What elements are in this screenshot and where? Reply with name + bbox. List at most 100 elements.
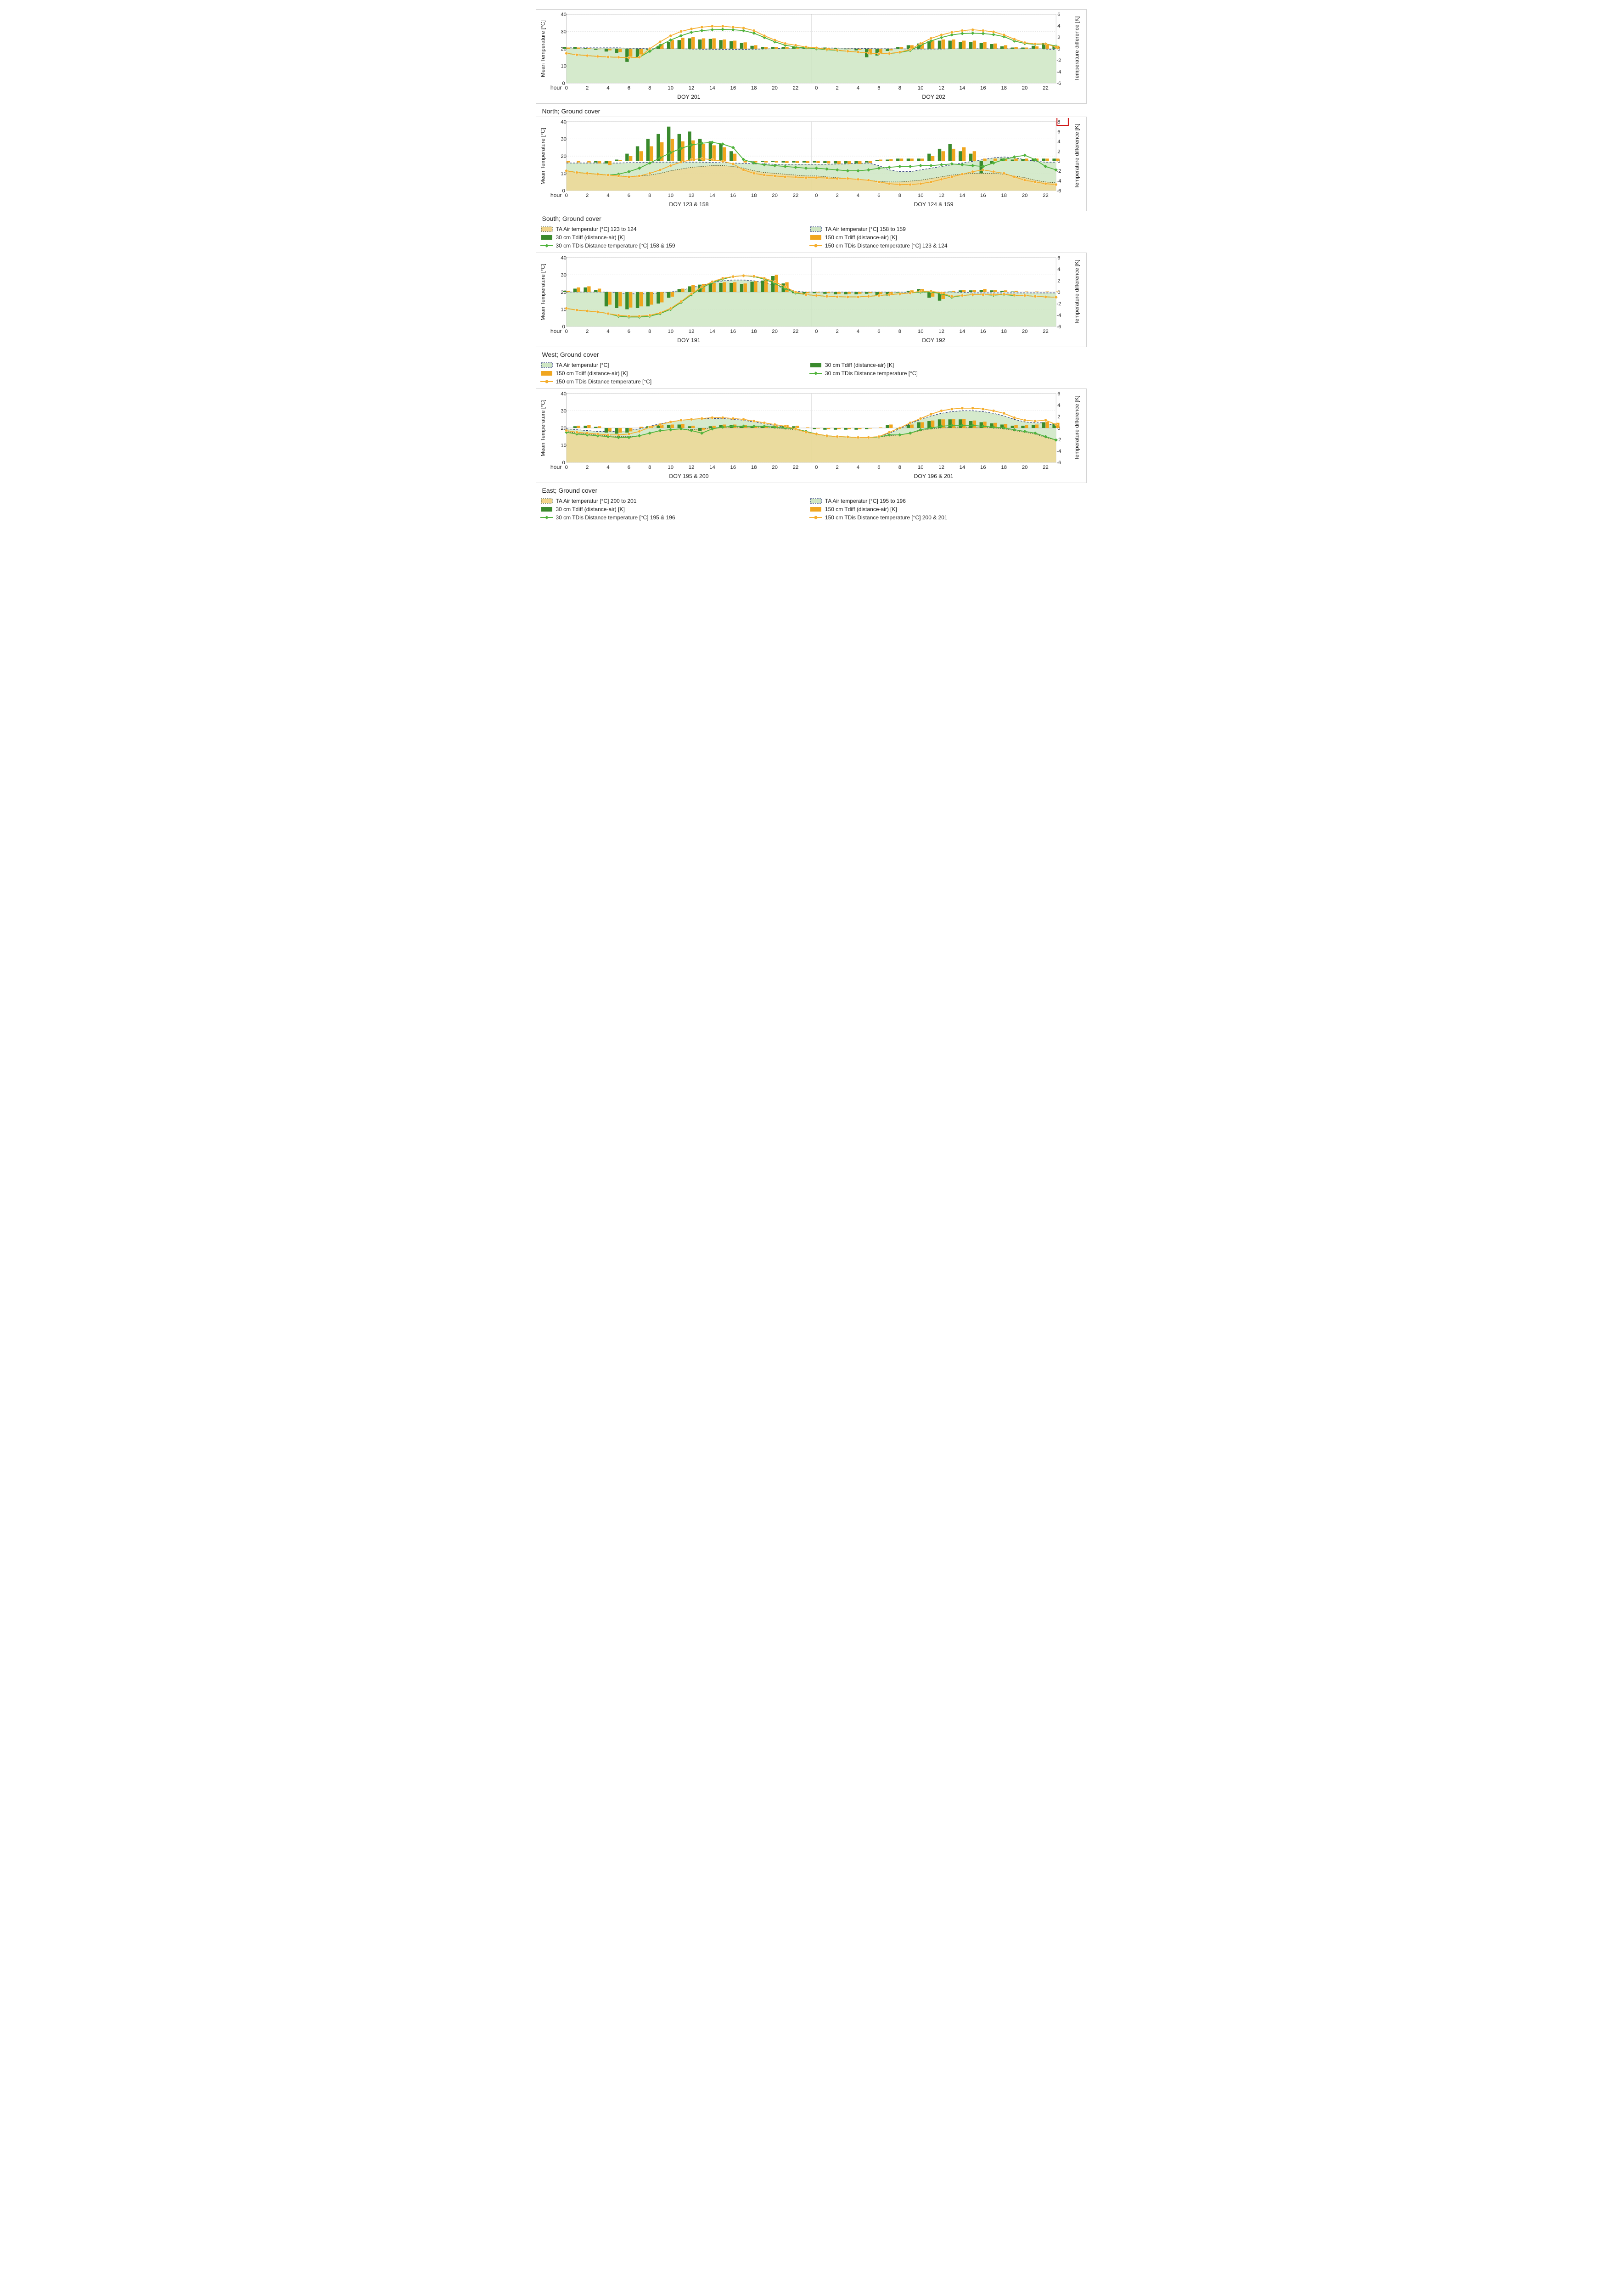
svg-text:Mean Temperature [°C]: Mean Temperature [°C] <box>539 20 546 77</box>
svg-text:20: 20 <box>1021 85 1027 91</box>
legend-item: 30 cm TDis Distance temperature [°C] 195… <box>540 514 800 521</box>
legend-item: 150 cm Tdiff (distance-air) [K] <box>809 506 1069 512</box>
svg-text:-2: -2 <box>1056 301 1061 307</box>
svg-text:8: 8 <box>648 85 651 91</box>
svg-text:4: 4 <box>1057 403 1060 408</box>
svg-text:8: 8 <box>898 193 901 198</box>
svg-text:-2: -2 <box>1056 58 1061 63</box>
legend-item: 150 cm Tdiff (distance-air) [K] <box>540 370 800 377</box>
svg-text:Mean Temperature [°C]: Mean Temperature [°C] <box>539 400 546 456</box>
svg-text:14: 14 <box>959 193 965 198</box>
svg-text:-6: -6 <box>1056 460 1061 466</box>
svg-text:10: 10 <box>668 465 673 470</box>
svg-text:2: 2 <box>586 85 589 91</box>
svg-text:16: 16 <box>730 193 736 198</box>
svg-text:6: 6 <box>627 465 630 470</box>
svg-text:8: 8 <box>898 465 901 470</box>
svg-text:2: 2 <box>586 329 589 334</box>
svg-text:18: 18 <box>751 193 757 198</box>
svg-text:18: 18 <box>751 329 757 334</box>
svg-text:6: 6 <box>877 465 880 470</box>
svg-text:8: 8 <box>898 329 901 334</box>
svg-text:hour: hour <box>550 464 561 470</box>
legend-south: TA Air temperatur [°C] 123 to 124TA Air … <box>536 224 1087 253</box>
svg-text:10: 10 <box>668 85 673 91</box>
svg-text:6: 6 <box>627 85 630 91</box>
legend-west: TA Air temperatur [°C]30 cm Tdiff (dista… <box>536 360 1087 388</box>
svg-text:DOY 195 & 200: DOY 195 & 200 <box>669 473 708 479</box>
svg-text:8: 8 <box>898 85 901 91</box>
svg-text:2: 2 <box>1057 414 1060 420</box>
legend-item: 30 cm Tdiff (distance-air) [K] <box>540 234 800 241</box>
svg-text:-4: -4 <box>1056 179 1061 184</box>
svg-text:6: 6 <box>877 329 880 334</box>
legend-label: 150 cm TDis Distance temperature [°C] 12… <box>825 242 948 249</box>
svg-text:16: 16 <box>980 193 986 198</box>
svg-text:20: 20 <box>1021 465 1027 470</box>
svg-text:DOY 124 & 159: DOY 124 & 159 <box>914 201 953 208</box>
svg-text:8: 8 <box>648 193 651 198</box>
chart-svg-west: 010203040-6-4-202460246810121416182022DO… <box>537 254 1085 346</box>
svg-text:8: 8 <box>1057 119 1060 125</box>
svg-text:30: 30 <box>561 273 567 278</box>
svg-text:22: 22 <box>1043 193 1049 198</box>
svg-text:2: 2 <box>1057 278 1060 284</box>
svg-text:14: 14 <box>709 85 715 91</box>
legend-item: 30 cm TDis Distance temperature [°C] <box>809 370 1069 377</box>
svg-text:18: 18 <box>751 465 757 470</box>
svg-text:DOY 196 & 201: DOY 196 & 201 <box>914 473 953 479</box>
legend-item: TA Air temperatur [°C] 123 to 124 <box>540 226 800 232</box>
svg-text:Temperature difference [K]: Temperature difference [K] <box>1073 396 1080 461</box>
svg-text:4: 4 <box>856 465 859 470</box>
svg-text:22: 22 <box>792 465 798 470</box>
svg-text:22: 22 <box>792 329 798 334</box>
svg-text:-6: -6 <box>1056 81 1061 86</box>
svg-text:4: 4 <box>856 329 859 334</box>
svg-text:22: 22 <box>1043 85 1049 91</box>
svg-text:0: 0 <box>815 193 818 198</box>
svg-text:4: 4 <box>856 193 859 198</box>
svg-text:12: 12 <box>938 85 944 91</box>
title-east: East; Ground cover <box>542 487 1087 494</box>
svg-text:-6: -6 <box>1056 324 1061 330</box>
svg-text:10: 10 <box>917 85 923 91</box>
svg-text:0: 0 <box>565 329 567 334</box>
legend-label: TA Air temperatur [°C] 200 to 201 <box>556 498 637 504</box>
svg-text:10: 10 <box>917 193 923 198</box>
svg-text:4: 4 <box>606 85 609 91</box>
svg-text:6: 6 <box>877 85 880 91</box>
svg-text:10: 10 <box>668 329 673 334</box>
legend-item: TA Air temperatur [°C] 200 to 201 <box>540 498 800 504</box>
svg-text:2: 2 <box>1057 35 1060 40</box>
svg-text:18: 18 <box>751 85 757 91</box>
svg-text:22: 22 <box>1043 465 1049 470</box>
svg-text:-4: -4 <box>1056 69 1061 75</box>
svg-text:4: 4 <box>856 85 859 91</box>
svg-text:10: 10 <box>668 193 673 198</box>
svg-text:4: 4 <box>1057 139 1060 145</box>
svg-text:14: 14 <box>959 329 965 334</box>
svg-text:DOY 192: DOY 192 <box>922 337 945 343</box>
svg-text:30: 30 <box>561 409 567 414</box>
svg-text:2: 2 <box>1057 149 1060 154</box>
svg-text:2: 2 <box>836 193 838 198</box>
svg-text:30: 30 <box>561 29 567 35</box>
svg-text:20: 20 <box>772 465 778 470</box>
svg-text:12: 12 <box>688 329 694 334</box>
legend-label: 150 cm Tdiff (distance-air) [K] <box>556 370 628 377</box>
panel-west: 010203040-6-4-202460246810121416182022DO… <box>536 253 1087 347</box>
svg-text:-4: -4 <box>1056 313 1061 318</box>
svg-text:16: 16 <box>730 465 736 470</box>
chart-east: 010203040-6-4-202460246810121416182022DO… <box>537 390 1085 482</box>
svg-text:16: 16 <box>980 465 986 470</box>
legend-label: 30 cm Tdiff (distance-air) [K] <box>556 506 625 512</box>
svg-text:10: 10 <box>917 329 923 334</box>
svg-text:DOY 191: DOY 191 <box>677 337 701 343</box>
svg-text:18: 18 <box>1001 193 1007 198</box>
svg-text:2: 2 <box>586 193 589 198</box>
svg-text:-4: -4 <box>1056 449 1061 454</box>
svg-text:hour: hour <box>550 84 561 91</box>
svg-text:20: 20 <box>561 290 567 295</box>
legend-item: 150 cm TDis Distance temperature [°C] 20… <box>809 514 1069 521</box>
svg-text:DOY 202: DOY 202 <box>922 94 945 100</box>
